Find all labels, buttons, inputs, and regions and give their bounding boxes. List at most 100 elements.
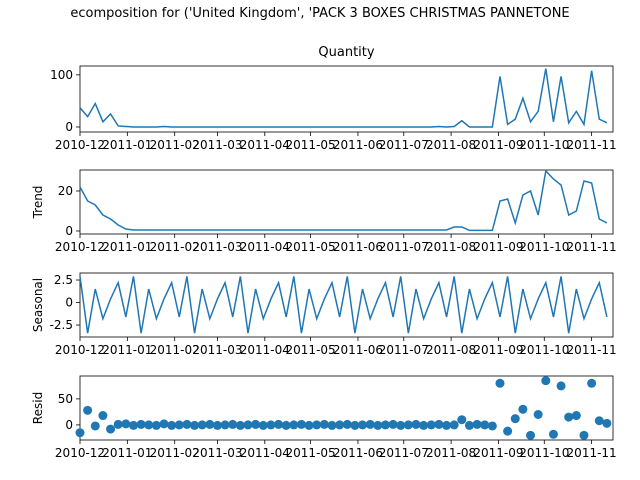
point — [90, 421, 100, 431]
x-tick-label: 2011-11 — [567, 138, 617, 152]
point — [373, 420, 383, 430]
point — [243, 420, 253, 430]
point — [419, 420, 429, 430]
point — [571, 411, 581, 421]
point — [75, 428, 85, 438]
y-axis-label: Resid — [31, 392, 45, 424]
x-tick-label: 2010-12 — [55, 343, 105, 357]
point — [121, 419, 131, 429]
x-tick-label: 2011-10 — [519, 240, 569, 254]
x-tick-label: 2011-06 — [333, 240, 383, 254]
x-tick-label: 2011-03 — [192, 138, 242, 152]
point — [358, 420, 368, 430]
x-tick-label: 2011-02 — [150, 138, 200, 152]
point — [304, 420, 314, 430]
point — [403, 420, 413, 430]
point — [396, 420, 406, 430]
point — [579, 430, 589, 440]
point — [434, 419, 444, 429]
point — [587, 378, 597, 388]
x-tick-label: 2011-06 — [333, 343, 383, 357]
point — [212, 420, 222, 430]
point — [144, 420, 154, 430]
point — [457, 415, 467, 425]
y-axis-label: Trend — [31, 186, 45, 220]
x-tick-label: 2011-02 — [150, 343, 200, 357]
y-tick-label: 100 — [50, 68, 73, 82]
point — [251, 419, 261, 429]
x-tick-label: 2011-01 — [102, 240, 152, 254]
x-tick-label: 2011-02 — [150, 446, 200, 460]
point — [296, 419, 306, 429]
point — [174, 420, 184, 430]
x-tick-label: 2011-01 — [102, 138, 152, 152]
point — [266, 420, 276, 430]
series-line — [79, 68, 608, 128]
point — [442, 420, 452, 430]
point — [274, 419, 284, 429]
x-tick-label: 2011-01 — [102, 343, 152, 357]
x-tick-label: 2010-12 — [55, 240, 105, 254]
x-tick-label: 2011-05 — [286, 446, 336, 460]
axes-frame — [79, 169, 614, 235]
axes-title: Quantity — [318, 45, 374, 60]
point — [342, 419, 352, 429]
y-axis-label: Seasonal — [31, 278, 45, 332]
point — [319, 419, 329, 429]
point — [510, 414, 520, 424]
x-tick-label: 2011-07 — [379, 240, 429, 254]
x-tick-label: 2011-03 — [192, 446, 242, 460]
point — [541, 376, 551, 386]
x-tick-label: 2011-07 — [379, 138, 429, 152]
point — [190, 420, 200, 430]
point — [281, 420, 291, 430]
point — [220, 420, 230, 430]
point — [564, 412, 574, 422]
point — [235, 420, 245, 430]
point — [182, 419, 192, 429]
point — [365, 419, 375, 429]
point — [167, 420, 177, 430]
x-tick-label: 2011-05 — [286, 240, 336, 254]
x-tick-label: 2011-10 — [519, 446, 569, 460]
point — [426, 420, 436, 430]
axes-frame — [79, 65, 614, 133]
point — [464, 420, 474, 430]
point — [327, 420, 337, 430]
axes-frame — [79, 375, 614, 441]
x-tick-label: 2011-09 — [473, 446, 523, 460]
x-tick-label: 2011-11 — [567, 240, 617, 254]
x-tick-label: 2011-09 — [473, 240, 523, 254]
point — [533, 410, 543, 420]
point — [480, 420, 490, 430]
x-tick-label: 2011-05 — [286, 138, 336, 152]
point — [548, 429, 558, 439]
y-tick-label: -2.5 — [50, 318, 73, 332]
x-tick-label: 2010-12 — [55, 138, 105, 152]
point — [312, 420, 322, 430]
y-tick-label: 50 — [58, 392, 73, 406]
x-tick-label: 2011-08 — [426, 240, 476, 254]
point — [411, 419, 421, 429]
point — [556, 381, 566, 391]
point — [98, 411, 108, 421]
point — [602, 418, 612, 428]
x-tick-label: 2011-01 — [102, 446, 152, 460]
point — [350, 420, 360, 430]
point — [472, 419, 482, 429]
point — [106, 424, 116, 434]
x-tick-label: 2011-08 — [426, 446, 476, 460]
point — [205, 419, 215, 429]
point — [335, 420, 345, 430]
x-tick-label: 2011-04 — [240, 446, 290, 460]
y-tick-label: 0 — [65, 120, 73, 134]
point — [128, 420, 138, 430]
x-tick-label: 2011-04 — [240, 240, 290, 254]
x-tick-label: 2011-09 — [473, 343, 523, 357]
point — [518, 404, 528, 414]
x-tick-label: 2011-10 — [519, 343, 569, 357]
y-tick-label: 20 — [58, 184, 73, 198]
point — [197, 420, 207, 430]
x-tick-label: 2011-06 — [333, 446, 383, 460]
x-tick-label: 2011-08 — [426, 138, 476, 152]
